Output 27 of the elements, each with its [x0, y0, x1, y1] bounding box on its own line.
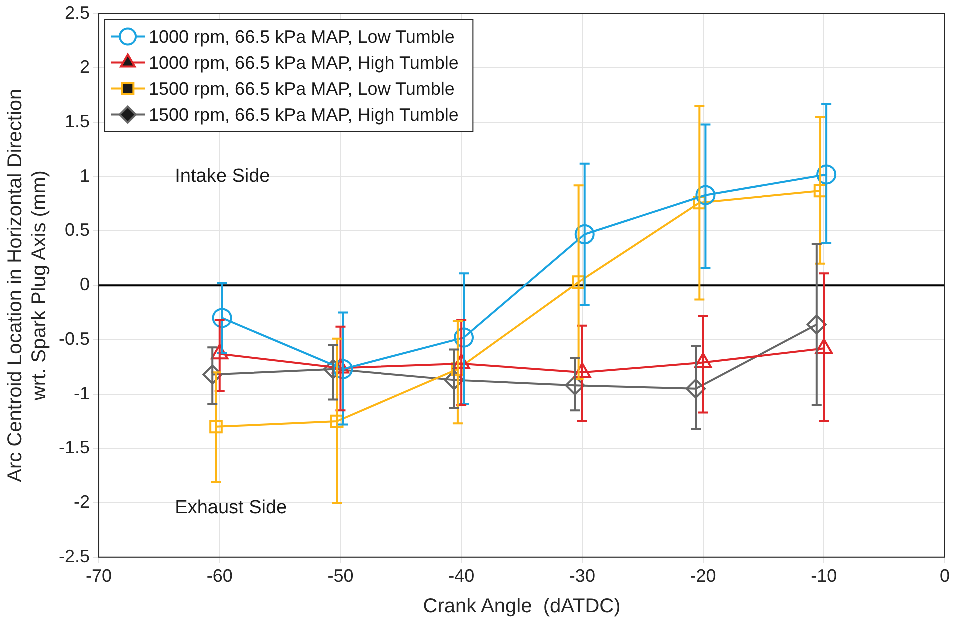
y-tick-label: 0: [80, 274, 90, 295]
annotation: Exhaust Side: [175, 498, 288, 519]
x-tick-label: -10: [811, 566, 838, 586]
legend-label: 1500 rpm, 66.5 kPa MAP, High Tumble: [149, 104, 459, 125]
y-axis-title: Arc Centroid Location in Horizontal Direction wrt. Spark Plug Axis (mm): [4, 88, 51, 482]
legend-label: 1000 rpm, 66.5 kPa MAP, High Tumble: [149, 52, 459, 73]
x-tick-label: -40: [448, 566, 475, 586]
y-tick-label: -2: [74, 492, 90, 512]
legend-label: 1000 rpm, 66.5 kPa MAP, Low Tumble: [149, 26, 455, 47]
y-tick-label: 1: [80, 166, 90, 186]
x-tick-label: -20: [690, 566, 716, 586]
x-tick-label: -60: [206, 566, 233, 586]
y-tick-label: 0.5: [64, 220, 90, 240]
x-tick-label: -50: [328, 566, 354, 586]
y-tick-label: -0.5: [58, 328, 90, 349]
y-tick-label: 2.5: [64, 2, 90, 23]
x-tick-label: -30: [569, 566, 596, 586]
y-tick-label: -2.5: [58, 546, 90, 566]
annotation: Intake Side: [175, 166, 270, 188]
x-axis-title: Crank Angle (dATDC): [423, 596, 621, 618]
y-tick-label: -1: [74, 383, 90, 404]
y-tick-label: 1.5: [64, 111, 90, 132]
y-tick-label: 2: [80, 57, 90, 78]
x-tick-label: 0: [940, 566, 950, 586]
y-tick-label: -1.5: [58, 438, 90, 458]
x-tick-label: -70: [86, 566, 112, 586]
legend-label: 1500 rpm, 66.5 kPa MAP, Low Tumble: [149, 78, 455, 99]
